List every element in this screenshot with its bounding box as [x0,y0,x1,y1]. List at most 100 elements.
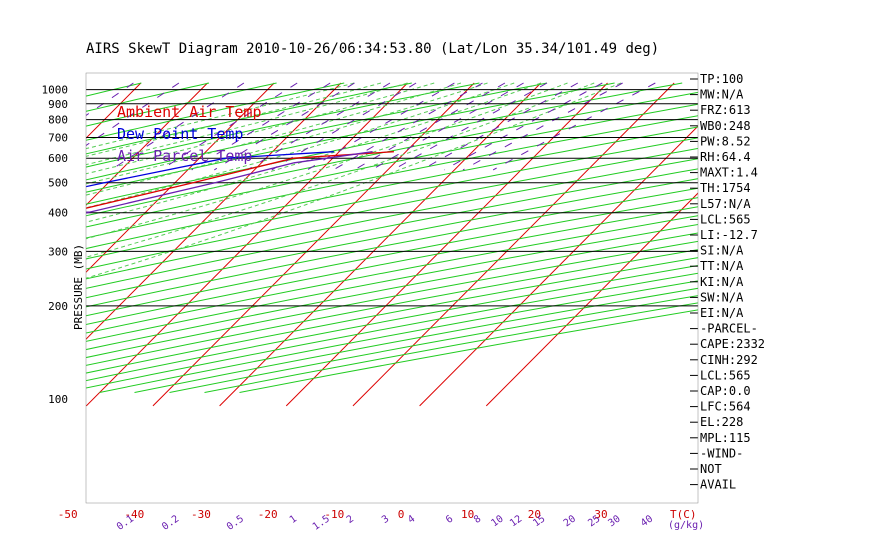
index-line: RH:64.4 [700,150,751,164]
sounding-profiles [86,151,394,214]
index-line: NOT [700,462,722,476]
dry-adiabat-line [86,206,698,326]
moist-adiabat-line [86,82,462,185]
dry-adiabat-line [86,91,698,217]
mixing-ratio-line [462,82,623,171]
isotherm-line [86,82,342,340]
dry-adiabat-line [86,137,698,260]
mixing-ratio-line [271,82,417,171]
pressure-tick-label: 1000 [42,84,69,97]
bottom-temp-tick-label: 10 [461,508,474,521]
mixing-ratio-line [214,82,355,171]
mixing-ratio-label: 40 [639,513,655,529]
dry-adiabat-line [86,240,698,359]
dry-adiabat-line [0,83,6,393]
isotherm-line [419,125,698,407]
air-parcel-temp-line [86,151,373,214]
bottom-temp-tick-label: 20 [528,508,541,521]
mixing-ratio-label: 1 [288,513,299,525]
dry-adiabat-line [86,249,698,366]
pressure-tick-label: 500 [48,177,68,190]
isotherm-line [86,82,208,206]
index-line: LCL:565 [700,212,751,226]
chart-title: AIRS SkewT Diagram 2010-10-26/06:34:53.8… [86,41,659,57]
mixing-ratio-line [191,82,331,171]
index-line: L57:N/A [700,197,751,211]
pressure-tick-label: 100 [48,393,68,406]
moist-adiabat-line [86,82,382,157]
mixing-unit-label: (g/kg) [668,520,704,531]
dry-adiabat-line [86,147,698,270]
isotherm-line [0,83,8,406]
dry-adiabat-line [86,103,698,228]
pressure-tick-label: 800 [48,114,68,127]
index-line: TT:N/A [700,259,744,273]
axis-ticks: -120-110-100-90-80-70-60-50-40-50-40-30-… [58,508,704,533]
dry-adiabat-line [86,115,698,239]
index-line: -WIND- [700,446,743,460]
mixing-ratio-line [110,82,245,171]
dry-adiabat-line [86,257,698,374]
mixing-ratio-label: 20 [562,513,578,529]
index-line: LI:-12.7 [700,228,758,242]
bottom-temp-tick-label: -10 [324,508,344,521]
bottom-temp-tick-label: -30 [191,508,211,521]
index-line: CAPE:2332 [700,337,765,351]
index-line: CAP:0.0 [700,384,751,398]
y-axis-label: PRESSURE (MB) [72,244,85,330]
legend: Ambient Air Temp Dew Point Temp Air Parcel… [117,103,262,165]
index-line: LCL:565 [700,368,751,382]
pressure-tick-label: 300 [48,245,68,258]
dew-point-temp-line [86,151,334,188]
index-line: -PARCEL- [700,322,758,336]
bottom-temp-tick-label: -40 [124,508,144,521]
index-line: SW:N/A [700,290,744,304]
ambient-air-temp-line [86,151,394,209]
dry-adiabat-line [86,168,698,289]
mixing-ratio-label: 4 [406,513,417,525]
mixing-ratio-label: 30 [606,513,622,529]
index-line: EI:N/A [700,306,744,320]
isotherm-line [352,82,675,407]
isotherm-line [485,192,698,407]
dry-adiabat-line [86,82,277,127]
index-line: FRZ:613 [700,103,751,117]
index-line: LFC:564 [700,400,751,414]
isotherm-line [219,82,542,407]
moist-adiabat-line [86,82,515,209]
moist-adiabat-line [86,82,542,223]
dry-adiabat-line [0,83,74,393]
isotherm-line [152,82,475,407]
index-line: CINH:292 [700,353,758,367]
pressure-tick-label: 900 [48,98,68,111]
index-line: SI:N/A [700,244,744,258]
dry-adiabat-line [86,126,698,250]
isotherm-line [86,82,142,139]
moist-adiabat-line [86,82,568,240]
mixing-ratio-line [86,82,134,117]
pressure-tick-label: 600 [48,152,68,165]
moist-adiabat-line [86,82,595,258]
bottom-temp-tick-label: 0 [398,508,405,521]
mixing-ratio-line [86,82,180,147]
dry-adiabat-line [86,82,412,155]
mixing-ratio-label: 12 [508,513,524,529]
index-line: WB0:248 [700,119,751,133]
mixing-ratio-label: 2 [345,513,356,525]
cape-hatching [86,211,91,213]
dry-adiabat-line [86,82,210,112]
moist-adiabat-line [86,82,435,175]
index-line: EL:228 [700,415,743,429]
dry-adiabat-line [86,232,698,351]
mixing-ratio-line [160,82,298,171]
mixing-ratio-label: 8 [472,513,483,525]
dry-adiabat-line [86,82,345,141]
plot-frame [85,72,699,504]
dry-adiabat-line [86,178,698,299]
dry-adiabat-line [86,223,698,342]
dry-adiabat-line [86,82,480,168]
index-line: KI:N/A [700,275,744,289]
moist-adiabat-line [86,82,622,279]
mixing-ratio-line [247,82,391,171]
